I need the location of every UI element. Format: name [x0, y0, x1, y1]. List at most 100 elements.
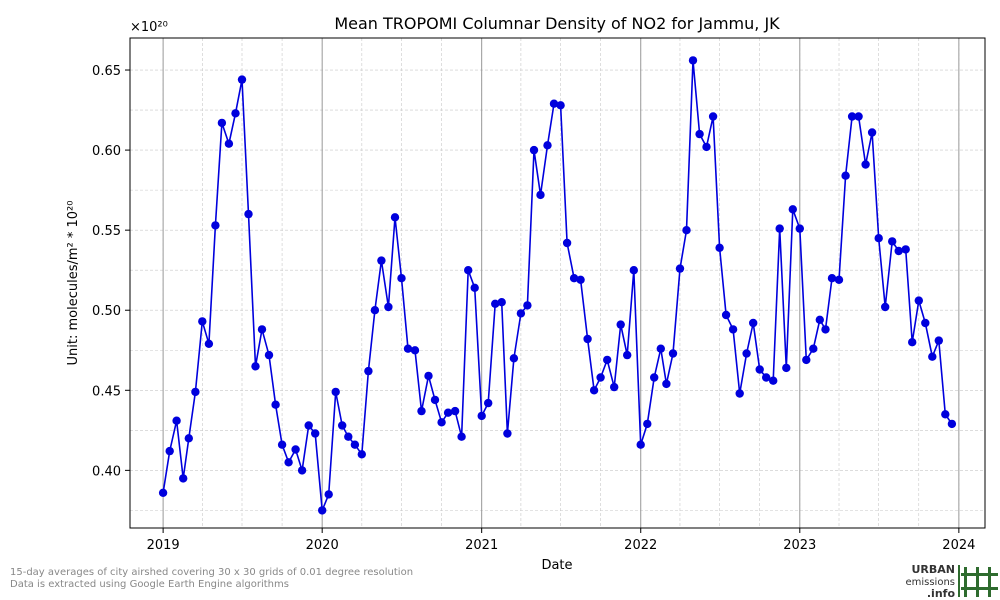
logo-text-info: .info	[927, 587, 956, 600]
data-point	[165, 446, 174, 456]
data-point	[643, 419, 652, 429]
data-point	[543, 141, 552, 150]
data-point	[491, 299, 500, 308]
data-point	[231, 109, 240, 118]
data-point	[795, 224, 804, 233]
data-point	[549, 99, 559, 108]
data-point	[623, 350, 632, 360]
y-multiplier-label: ×10²⁰	[130, 20, 168, 35]
x-tick-label: 2024	[942, 538, 975, 553]
data-point	[603, 355, 612, 365]
chart-title: Mean TROPOMI Columnar Density of NO2 for…	[334, 14, 780, 33]
data-point	[721, 310, 731, 320]
data-point	[470, 283, 479, 292]
x-tick-label: 2023	[783, 538, 816, 553]
x-tick-label: 2022	[624, 538, 657, 553]
data-point	[556, 101, 565, 110]
data-point	[881, 302, 890, 312]
data-point	[815, 315, 824, 324]
data-point	[277, 440, 287, 449]
data-point	[264, 350, 274, 360]
data-point	[457, 432, 466, 441]
data-point	[749, 318, 758, 328]
data-point	[847, 112, 857, 121]
data-point	[191, 387, 200, 397]
footnote-1: 15-day averages of city airshed covering…	[10, 567, 414, 578]
data-point	[688, 56, 698, 65]
data-point	[888, 237, 897, 246]
data-point	[484, 398, 493, 408]
data-point	[291, 445, 300, 454]
data-point	[702, 142, 711, 152]
data-point	[901, 245, 910, 254]
data-point	[364, 366, 373, 376]
data-point	[536, 190, 545, 200]
data-point	[350, 440, 360, 449]
logo-text-emissions: emissions	[905, 577, 955, 588]
data-point	[715, 243, 724, 252]
data-point	[271, 400, 280, 409]
series-points	[158, 56, 957, 515]
data-point	[908, 338, 917, 347]
data-point	[450, 406, 460, 416]
data-point	[158, 488, 168, 497]
x-axis-label: Date	[541, 558, 572, 573]
data-point	[410, 346, 420, 355]
data-point	[311, 429, 320, 438]
data-point	[809, 344, 818, 353]
data-point	[769, 376, 778, 385]
logo-text-urban: URBAN	[911, 563, 955, 576]
y-ticks: 0.40 0.45 0.50 0.55 0.60 0.65	[92, 64, 130, 479]
plot-area	[130, 38, 985, 528]
data-point	[867, 128, 877, 137]
data-point	[284, 458, 293, 467]
data-point	[755, 365, 764, 374]
data-point	[708, 112, 718, 121]
hash-icon	[958, 565, 998, 597]
data-point	[682, 226, 691, 235]
data-point	[562, 238, 572, 248]
data-point	[802, 355, 811, 365]
data-point	[331, 387, 340, 397]
data-point	[477, 411, 486, 421]
y-tick-label: 0.45	[92, 384, 121, 399]
data-point	[921, 318, 930, 328]
data-point	[224, 139, 234, 148]
data-point	[503, 429, 512, 438]
data-point	[668, 349, 678, 358]
data-point	[947, 419, 957, 429]
data-point	[430, 395, 440, 405]
data-point	[397, 274, 406, 283]
data-point	[874, 234, 883, 243]
data-point	[616, 320, 625, 329]
data-point	[403, 344, 413, 353]
data-point	[610, 382, 619, 392]
data-point	[735, 389, 744, 398]
data-point	[583, 334, 592, 344]
data-point	[390, 213, 400, 222]
data-point	[211, 221, 220, 230]
data-point	[834, 275, 844, 284]
footnote-2: Data is extracted using Google Earth Eng…	[10, 579, 289, 590]
data-point	[742, 349, 751, 358]
plot-frame	[129, 37, 986, 529]
data-point	[775, 224, 784, 233]
data-point	[861, 160, 870, 169]
data-point	[509, 354, 519, 363]
data-point	[762, 373, 771, 382]
data-point	[217, 118, 227, 128]
data-point	[934, 336, 943, 345]
data-point	[297, 466, 307, 475]
data-point	[589, 386, 599, 395]
data-point	[821, 325, 830, 334]
data-point	[357, 450, 366, 459]
data-point	[656, 344, 665, 353]
data-point	[344, 432, 353, 441]
data-point	[198, 317, 207, 326]
data-point	[237, 75, 247, 84]
data-point	[650, 373, 659, 382]
data-point	[662, 379, 671, 389]
data-point	[179, 474, 188, 483]
data-point	[497, 298, 506, 307]
data-point	[304, 421, 313, 430]
